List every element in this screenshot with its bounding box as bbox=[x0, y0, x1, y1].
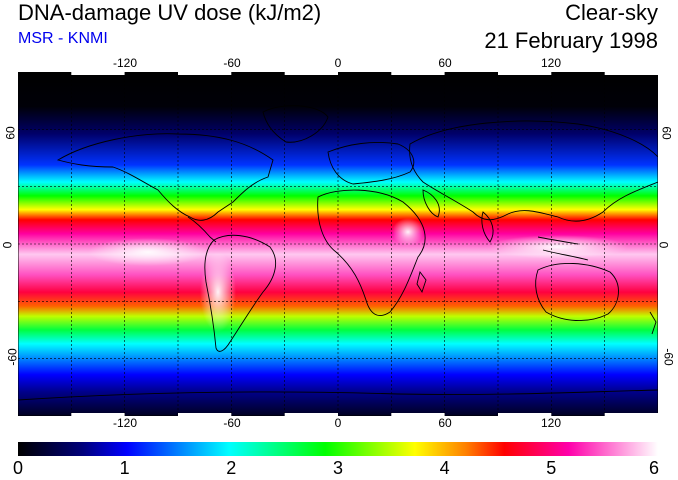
andes-high-dose bbox=[200, 252, 236, 332]
pacific-high-dose bbox=[88, 238, 208, 266]
lon-tick-bottom: 120 bbox=[540, 416, 562, 430]
lat-tick-right: -60 bbox=[661, 348, 676, 366]
lat-tick-right: 60 bbox=[659, 126, 674, 140]
map-title: DNA-damage UV dose (kJ/m2) bbox=[18, 0, 322, 25]
indo-pacific-high-dose bbox=[488, 235, 628, 259]
lon-tick-bottom: 60 bbox=[438, 416, 452, 430]
colorbar-label: 4 bbox=[439, 458, 450, 478]
condition-label: Clear-sky bbox=[565, 0, 658, 25]
lon-tick-bottom: 0 bbox=[334, 416, 342, 430]
colorbar-label: 3 bbox=[332, 458, 344, 478]
lat-tick-left: 0 bbox=[0, 241, 15, 249]
color-scale-bar bbox=[18, 442, 658, 456]
map-border bbox=[18, 72, 658, 416]
lon-tick-top: -120 bbox=[112, 56, 138, 70]
colorbar-label: 5 bbox=[546, 458, 557, 478]
east-africa-high-dose bbox=[392, 218, 424, 246]
date-label: 21 February 1998 bbox=[484, 28, 658, 53]
lat-tick-left: -60 bbox=[5, 348, 20, 366]
lon-tick-top: -60 bbox=[223, 56, 241, 70]
lon-tick-bottom: -120 bbox=[112, 416, 138, 430]
lon-tick-top: 60 bbox=[438, 56, 452, 70]
lat-tick-right: 0 bbox=[656, 241, 671, 249]
credit-label: MSR - KNMI bbox=[18, 30, 108, 47]
lon-tick-bottom: -60 bbox=[223, 416, 241, 430]
colorbar-label: 0 bbox=[12, 458, 24, 478]
lon-tick-top: 120 bbox=[540, 56, 562, 70]
colorbar-label: 1 bbox=[119, 458, 130, 478]
graticule bbox=[18, 72, 658, 416]
colorbar-label: 6 bbox=[648, 458, 660, 478]
lat-tick-left: 60 bbox=[3, 126, 18, 140]
colorbar-label: 2 bbox=[226, 458, 237, 478]
uv-dose-map-svg bbox=[18, 72, 658, 416]
lon-tick-top: 0 bbox=[334, 56, 342, 70]
uv-dose-map bbox=[18, 72, 658, 416]
